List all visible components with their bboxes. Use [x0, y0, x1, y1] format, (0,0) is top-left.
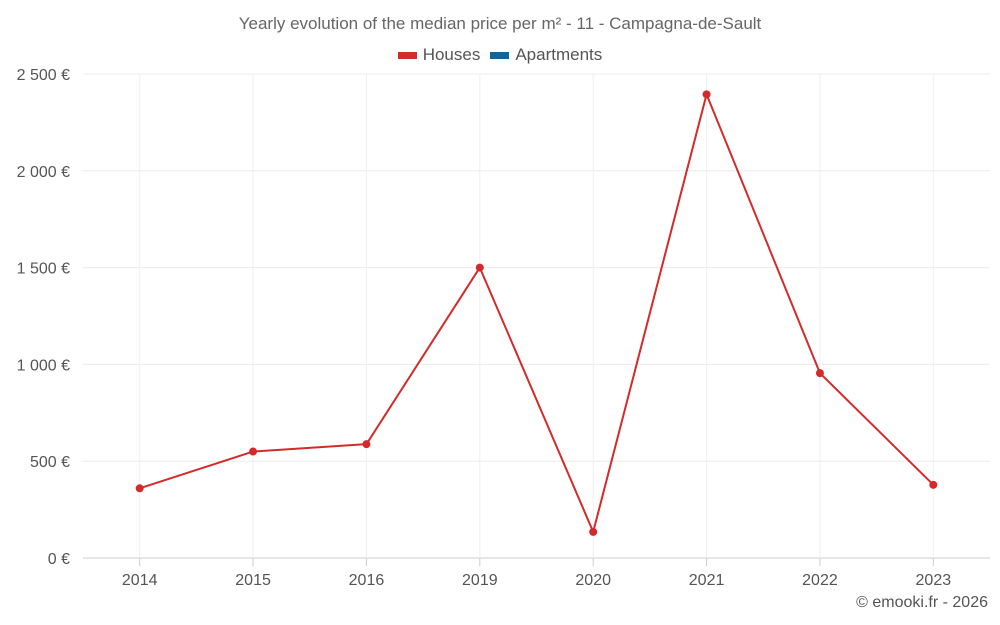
legend-item-houses[interactable]: Houses — [397, 45, 481, 65]
x-tick-label: 2023 — [916, 572, 952, 589]
x-tick-label: 2016 — [349, 572, 385, 589]
credit-text: © emooki.fr - 2026 — [856, 594, 988, 611]
x-tick-label: 2020 — [575, 572, 611, 589]
data-point-houses-2019 — [475, 263, 484, 272]
data-point-houses-2023 — [929, 480, 938, 489]
data-point-houses-2022 — [815, 369, 824, 378]
x-tick-label: 2022 — [802, 572, 838, 589]
legend-swatch-houses — [397, 51, 417, 59]
series-line-houses — [139, 93, 935, 533]
x-tick-label: 2019 — [462, 572, 498, 589]
x-tick-label: 2015 — [235, 572, 271, 589]
y-tick-label: 0 € — [48, 551, 70, 568]
y-tick-label: 1 000 € — [17, 357, 70, 374]
legend-label-houses: Houses — [422, 45, 481, 64]
data-point-houses-2020 — [589, 527, 598, 536]
y-tick-label: 2 000 € — [17, 164, 70, 181]
data-point-houses-2015 — [249, 447, 258, 456]
x-tick-label: 2014 — [122, 572, 158, 589]
y-tick-label: 2 500 € — [17, 67, 70, 84]
legend: Houses Apartments — [0, 45, 1000, 65]
legend-label-apartments: Apartments — [515, 45, 603, 64]
data-point-houses-2016 — [362, 440, 371, 449]
legend-item-apartments[interactable]: Apartments — [490, 45, 602, 65]
data-point-houses-2014 — [135, 484, 144, 493]
chart-title: Yearly evolution of the median price per… — [238, 14, 762, 33]
y-tick-label: 1 500 € — [17, 261, 70, 278]
data-point-houses-2021 — [702, 90, 711, 99]
x-tick-label: 2021 — [689, 572, 725, 589]
y-tick-label: 500 € — [30, 454, 70, 471]
legend-swatch-apartments — [490, 51, 510, 59]
